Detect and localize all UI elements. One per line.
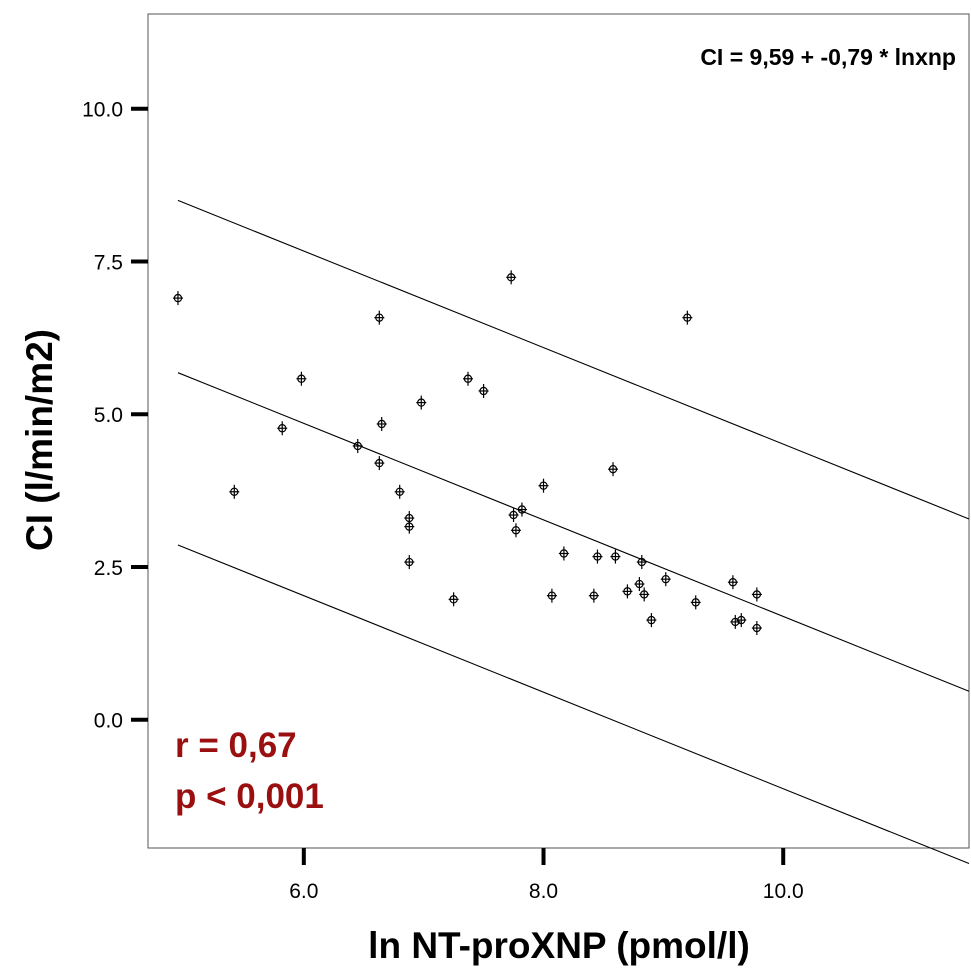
- data-point: [374, 456, 385, 471]
- data-point: [296, 371, 307, 386]
- data-point: [506, 270, 517, 285]
- data-point: [736, 613, 747, 628]
- regression-lines: [177, 199, 970, 865]
- data-point: [510, 523, 521, 538]
- data-point: [374, 310, 385, 325]
- data-point: [404, 555, 415, 570]
- x-tick-label: 8.0: [529, 880, 558, 903]
- x-axis-title: ln NT-proXNP (pmol/l): [368, 925, 750, 966]
- data-point: [416, 395, 427, 410]
- data-point: [646, 613, 657, 628]
- data-point: [463, 371, 474, 386]
- data-point: [516, 502, 527, 517]
- data-point: [394, 484, 405, 499]
- y-axis-title: CI (l/min/m2): [19, 329, 60, 551]
- y-tick-label: 10.0: [82, 99, 123, 122]
- regression-line: [177, 372, 970, 692]
- data-point: [690, 595, 701, 610]
- data-point: [636, 555, 647, 570]
- data-point: [639, 587, 650, 602]
- x-tick-label: 10.0: [763, 880, 804, 903]
- data-point: [404, 519, 415, 534]
- y-tick-label: 5.0: [94, 404, 123, 427]
- r-value-label: r = 0,67: [175, 726, 297, 765]
- data-points: [172, 270, 762, 636]
- data-point: [608, 462, 619, 477]
- upper-prediction-line: [177, 199, 970, 520]
- data-point: [610, 549, 621, 564]
- data-point: [478, 383, 489, 398]
- data-point: [592, 549, 603, 564]
- data-point: [508, 508, 519, 523]
- data-point: [546, 588, 557, 603]
- data-point: [448, 592, 459, 607]
- data-point: [751, 621, 762, 636]
- data-point: [682, 310, 693, 325]
- x-tick-label: 6.0: [289, 880, 318, 903]
- data-point: [751, 587, 762, 602]
- data-point: [376, 416, 387, 431]
- equation-label: CI = 9,59 + -0,79 * lnxnp: [700, 44, 956, 70]
- data-point: [660, 572, 671, 587]
- lower-prediction-line: [177, 544, 970, 865]
- data-point: [172, 291, 183, 306]
- data-point: [538, 478, 549, 493]
- y-tick-label: 2.5: [94, 557, 123, 580]
- data-point: [634, 577, 645, 592]
- x-axis: 6.0 8.0 10.0: [289, 848, 804, 903]
- data-point: [352, 438, 363, 453]
- data-point: [727, 575, 738, 590]
- p-value-label: p < 0,001: [175, 777, 324, 816]
- data-point: [229, 484, 240, 499]
- data-point: [558, 546, 569, 561]
- data-point: [622, 584, 633, 599]
- data-point: [277, 421, 288, 436]
- plot-frame: [147, 13, 970, 849]
- data-point: [588, 588, 599, 603]
- y-axis: 0.0 2.5 5.0 7.5 10.0: [82, 99, 148, 733]
- y-tick-label: 7.5: [94, 251, 123, 274]
- y-tick-label: 0.0: [94, 710, 123, 733]
